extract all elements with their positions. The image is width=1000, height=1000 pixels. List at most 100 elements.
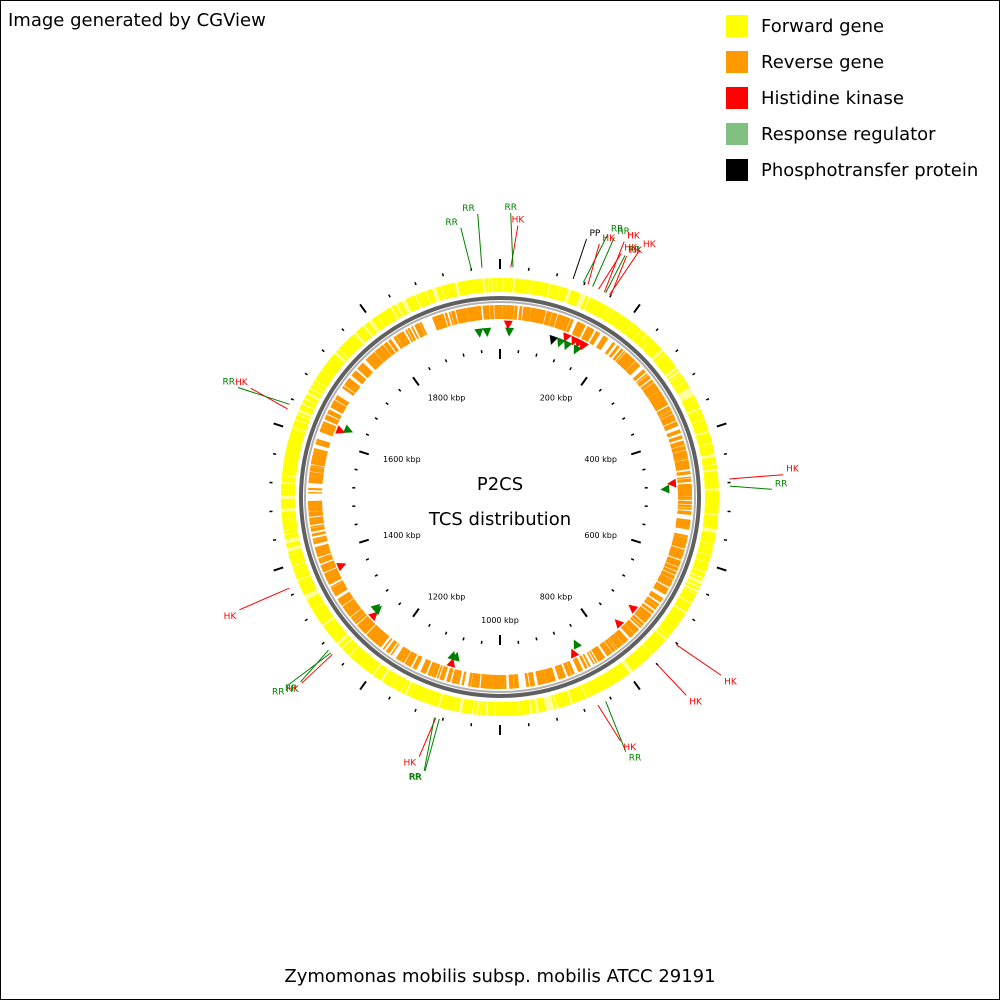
- reverse-gene: [616, 352, 629, 365]
- forward-gene-track: [281, 277, 720, 717]
- callout-line: [597, 704, 621, 742]
- forward-gene: [374, 315, 385, 329]
- forward-gene: [282, 523, 298, 530]
- forward-gene: [656, 627, 670, 639]
- reverse-gene: [337, 592, 352, 603]
- tick-label: 1800 kbp: [428, 393, 466, 402]
- outer-minor-tick: [388, 696, 391, 700]
- forward-gene: [668, 611, 682, 623]
- reverse-gene: [369, 354, 381, 367]
- minor-tick: [642, 468, 646, 471]
- forward-gene: [344, 641, 358, 654]
- reverse-gene: [315, 441, 330, 448]
- callout-label: HK: [512, 216, 526, 226]
- forward-gene: [379, 312, 390, 327]
- reverse-gene: [609, 345, 620, 358]
- reverse-gene: [439, 665, 446, 680]
- forward-gene: [381, 310, 392, 325]
- reverse-gene: [456, 670, 463, 685]
- forward-gene: [290, 556, 305, 565]
- reverse-gene: [628, 364, 641, 376]
- reverse-gene: [308, 503, 323, 507]
- forward-gene: [704, 484, 719, 489]
- forward-gene: [452, 697, 458, 712]
- outer-minor-tick: [441, 273, 445, 277]
- forward-gene: [435, 286, 443, 302]
- tick-label: 1000 kbp: [481, 616, 519, 625]
- forward-gene: [703, 473, 719, 479]
- reverse-gene: [312, 450, 328, 458]
- forward-gene: [426, 289, 434, 304]
- reverse-gene: [538, 670, 545, 685]
- forward-gene: [698, 443, 714, 451]
- reverse-gene: [324, 569, 339, 578]
- reverse-gene: [401, 331, 411, 345]
- forward-gene: [393, 304, 403, 318]
- reverse-gene: [675, 466, 690, 471]
- reverse-gene: [308, 510, 323, 514]
- reverse-gene: [342, 598, 356, 610]
- histidine-kinase-marker: [446, 657, 456, 668]
- forward-gene: [589, 300, 598, 314]
- forward-gene: [550, 695, 557, 710]
- forward-gene: [487, 701, 492, 716]
- forward-gene: [296, 573, 311, 581]
- reverse-gene: [585, 328, 595, 343]
- forward-gene: [327, 623, 340, 633]
- reverse-gene: [309, 519, 324, 524]
- reverse-gene: [390, 643, 400, 656]
- forward-gene: [399, 301, 408, 316]
- reverse-gene: [325, 414, 340, 424]
- reverse-gene: [673, 453, 688, 461]
- reverse-gene: [354, 613, 367, 624]
- forward-gene: [690, 415, 705, 424]
- forward-gene: [688, 411, 703, 419]
- forward-gene: [377, 667, 387, 680]
- histidine-kinase-marker: [571, 648, 580, 659]
- callout-line: [424, 718, 440, 772]
- reverse-gene: [311, 531, 326, 536]
- forward-gene: [684, 400, 698, 409]
- forward-gene: [334, 630, 346, 642]
- forward-gene: [429, 288, 437, 303]
- legend-label: Phosphotransfer protein: [761, 159, 979, 181]
- reverse-gene: [670, 440, 685, 447]
- forward-gene: [601, 673, 612, 687]
- reverse-gene: [543, 668, 551, 684]
- reverse-gene: [665, 559, 680, 567]
- outer-major-tick: [633, 303, 641, 314]
- forward-gene: [704, 505, 719, 509]
- outer-major-tick: [716, 566, 727, 572]
- forward-gene: [310, 599, 325, 610]
- minor-tick: [374, 417, 378, 420]
- forward-gene: [366, 321, 378, 335]
- forward-gene: [702, 523, 718, 529]
- histidine-kinase-marker: [614, 619, 625, 629]
- reverse-gene: [646, 388, 660, 399]
- forward-gene: [674, 382, 688, 392]
- forward-gene: [348, 337, 361, 350]
- reverse-gene: [620, 625, 633, 638]
- reverse-gene: [346, 603, 360, 615]
- reverse-gene: [651, 395, 665, 405]
- reverse-gene: [615, 630, 627, 643]
- response-regulator-marker: [343, 424, 354, 433]
- forward-gene: [599, 674, 609, 689]
- reverse-gene: [578, 655, 588, 670]
- forward-gene: [325, 620, 339, 632]
- reverse-gene: [530, 307, 536, 323]
- forward-gene: [477, 700, 482, 716]
- forward-gene: [350, 335, 362, 347]
- tick-label: 600 kbp: [584, 531, 617, 540]
- outer-minor-tick: [414, 281, 417, 286]
- reverse-gene: [645, 596, 660, 607]
- forward-gene: [697, 439, 713, 446]
- minor-tick: [630, 558, 635, 561]
- response-regulator-marker: [482, 327, 492, 337]
- reverse-gene: [524, 672, 530, 688]
- forward-gene: [628, 326, 640, 340]
- forward-gene: [377, 314, 388, 328]
- forward-gene: [515, 701, 519, 716]
- outer-minor-tick: [304, 372, 308, 376]
